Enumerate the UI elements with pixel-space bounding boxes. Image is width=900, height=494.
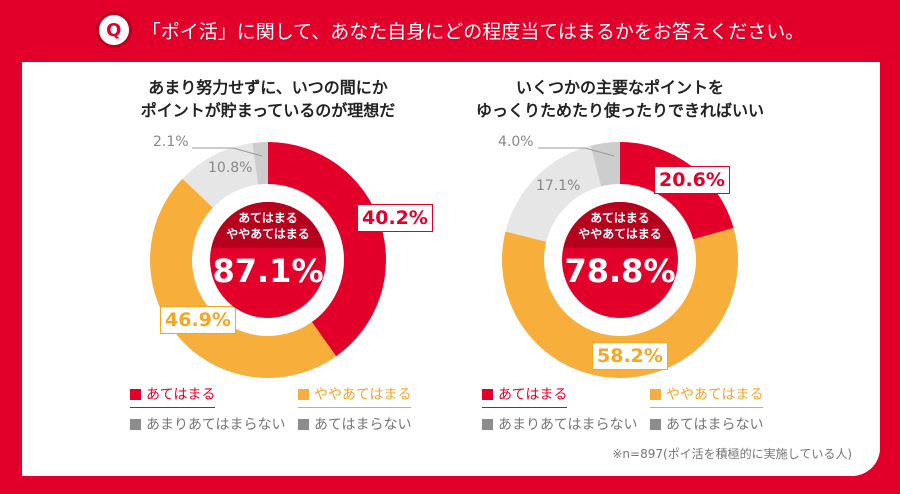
legend-swatch — [650, 418, 661, 430]
chart-title-2: いくつかの主要なポイントをゆっくりためたり使ったりできればいい — [450, 76, 790, 122]
label-20.6: 20.6% — [654, 166, 730, 194]
sample-note: ※n=897(ポイ活を積極的に実施している人) — [612, 447, 852, 461]
legend-swatch — [650, 388, 661, 400]
legend-swatch — [130, 418, 141, 430]
chart-title-1: あまり努力せずに、いつの間にか ポイントが貯まっているのが理想だ — [98, 76, 438, 122]
legend-item: ややあてはまる — [650, 384, 764, 408]
legend-item: あてはまらない — [650, 414, 763, 434]
legend-swatch — [298, 418, 309, 430]
question-text: 「ポイ活」に関して、あなた自身にどの程度当てはまるかをお答えください。 — [141, 20, 805, 43]
center-summary-1: あてはまる ややあてはまる 87.1% — [210, 202, 326, 318]
leader-line — [538, 147, 615, 157]
label-10.8: 10.8% — [208, 160, 253, 176]
q-icon: Q — [95, 12, 132, 48]
donut-slice-あてはまらない — [590, 142, 620, 187]
donut-slice-ややあてはまる — [501, 227, 738, 379]
legend-swatch — [130, 388, 141, 400]
legend-item: あてはまらない — [298, 414, 411, 434]
legend-item: あてはまる — [482, 384, 568, 408]
label-4.0: 4.0% — [498, 134, 534, 150]
donut-slice-あてはまらない — [252, 142, 268, 185]
legend-item: あてはまる — [130, 384, 216, 408]
label-58.2: 58.2% — [592, 342, 668, 370]
donut-slice-あまりあてはまらない — [505, 145, 602, 242]
label-40.2: 40.2% — [357, 204, 433, 232]
donut-slice-あてはまる — [268, 142, 386, 357]
title-line: いくつかの主要なポイントを — [515, 78, 724, 97]
donut-slice-あまりあてはまらない — [182, 143, 259, 208]
leader-line — [192, 147, 263, 157]
question-header: Q 「ポイ活」に関して、あなた自身にどの程度当てはまるかをお答えください。 — [0, 0, 900, 60]
legend-item: ややあてはまる — [298, 384, 412, 408]
label-17.1: 17.1% — [536, 178, 581, 194]
center-value: 78.8% — [564, 252, 676, 290]
label-2.1: 2.1% — [153, 134, 189, 150]
results-panel: あまり努力せずに、いつの間にか ポイントが貯まっているのが理想だ いくつかの主要な… — [22, 62, 880, 476]
legend-item: あまりあてはまらない — [130, 414, 285, 434]
legend-swatch — [298, 388, 309, 400]
legend-swatch — [482, 418, 493, 430]
title-line: ゆっくりためたり使ったりできればいい — [475, 101, 764, 120]
center-value: 87.1% — [212, 252, 324, 290]
label-46.9: 46.9% — [160, 306, 236, 334]
title-line: ポイントが貯まっているのが理想だ — [140, 101, 396, 120]
center-summary-2: あてはまる ややあてはまる 78.8% — [562, 202, 678, 318]
title-line: あまり努力せずに、いつの間にか — [148, 78, 388, 97]
legend-item: あまりあてはまらない — [482, 414, 637, 434]
legend-swatch — [482, 388, 493, 400]
